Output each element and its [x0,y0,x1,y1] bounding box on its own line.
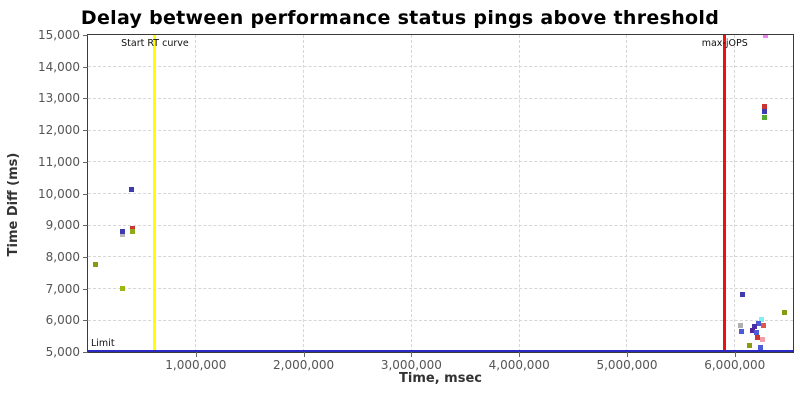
x-axis-tick [195,352,197,357]
data-point [738,328,744,334]
v-gridline [626,35,628,352]
y-tick-label: 6,000 [45,313,80,328]
y-axis-tick [83,35,88,36]
y-tick-label: 13,000 [38,91,80,106]
v-gridline [518,35,520,352]
y-axis-tick [83,352,88,353]
data-point [759,317,765,323]
data-point [747,343,753,349]
ref-label-max-jops: max-jOPS [701,38,748,49]
x-tick-label: 2,000,000 [273,358,335,372]
data-point [760,337,766,343]
data-point [751,323,757,329]
plot-area [87,34,794,353]
data-point [762,108,768,114]
y-tick-label: 7,000 [45,281,80,296]
x-tick-label: 3,000,000 [380,358,442,372]
y-tick-label: 10,000 [38,186,80,201]
y-tick-label: 15,000 [38,28,80,42]
v-gridline [410,35,412,352]
x-tick-label: 5,000,000 [596,358,658,372]
y-tick-label: 8,000 [45,249,80,264]
ref-line-max-jops [723,35,727,352]
y-axis-tick [83,225,88,227]
x-axis-tick [626,352,628,357]
x-tick-label: 1,000,000 [165,358,227,372]
y-axis-tick [83,98,88,100]
data-point [129,225,135,231]
x-tick-label: 4,000,000 [488,358,550,372]
data-point [129,229,135,235]
data-point [119,232,125,238]
h-gridline [88,66,793,68]
y-tick-label: 5,000 [45,345,80,359]
v-gridline [195,35,197,352]
data-point [761,322,767,328]
data-point [762,114,768,120]
data-point [750,328,756,334]
h-gridline [88,319,793,321]
data-point [755,334,761,340]
chart-title: Delay between performance status pings a… [80,7,720,29]
y-tick-label: 11,000 [38,154,80,169]
h-gridline [88,193,793,194]
x-axis-tick [411,352,413,357]
data-point [93,261,99,267]
data-point [119,228,125,234]
data-point [739,291,745,297]
h-gridline [88,256,793,258]
h-gridline [88,97,793,99]
y-axis-tick [83,320,88,322]
ref-label-start-rt-curve: Start RT curve [121,38,189,49]
data-point [129,186,135,192]
h-gridline [88,224,793,226]
x-axis-tick [519,352,521,357]
y-axis-tick [83,193,88,195]
y-axis-tick [83,66,88,68]
y-tick-label: 9,000 [45,218,80,233]
y-axis-tick [83,288,88,290]
v-gridline [734,35,736,352]
h-gridline [88,288,793,290]
y-axis-tick [83,161,88,163]
data-point [781,310,787,316]
data-point [762,104,768,110]
data-point [120,285,126,291]
x-tick-label: 6,000,000 [704,358,766,372]
data-point [758,345,764,351]
ref-line-start-rt-curve [153,35,157,352]
data-point [763,35,768,38]
x-axis-tick [303,352,305,357]
v-gridline [303,35,305,352]
h-gridline [88,161,793,163]
y-axis-tick [83,256,88,258]
data-point [753,330,759,336]
x-axis-tick [734,352,736,357]
ref-label-limit: Limit [91,338,115,349]
h-gridline [88,129,793,131]
ref-line-limit [88,349,793,352]
y-axis-tick [83,130,88,132]
data-point [756,321,761,327]
x-axis-title: Time, msec [399,371,482,386]
data-point [737,322,743,328]
y-tick-label: 12,000 [38,123,80,138]
y-tick-label: 14,000 [38,59,80,74]
